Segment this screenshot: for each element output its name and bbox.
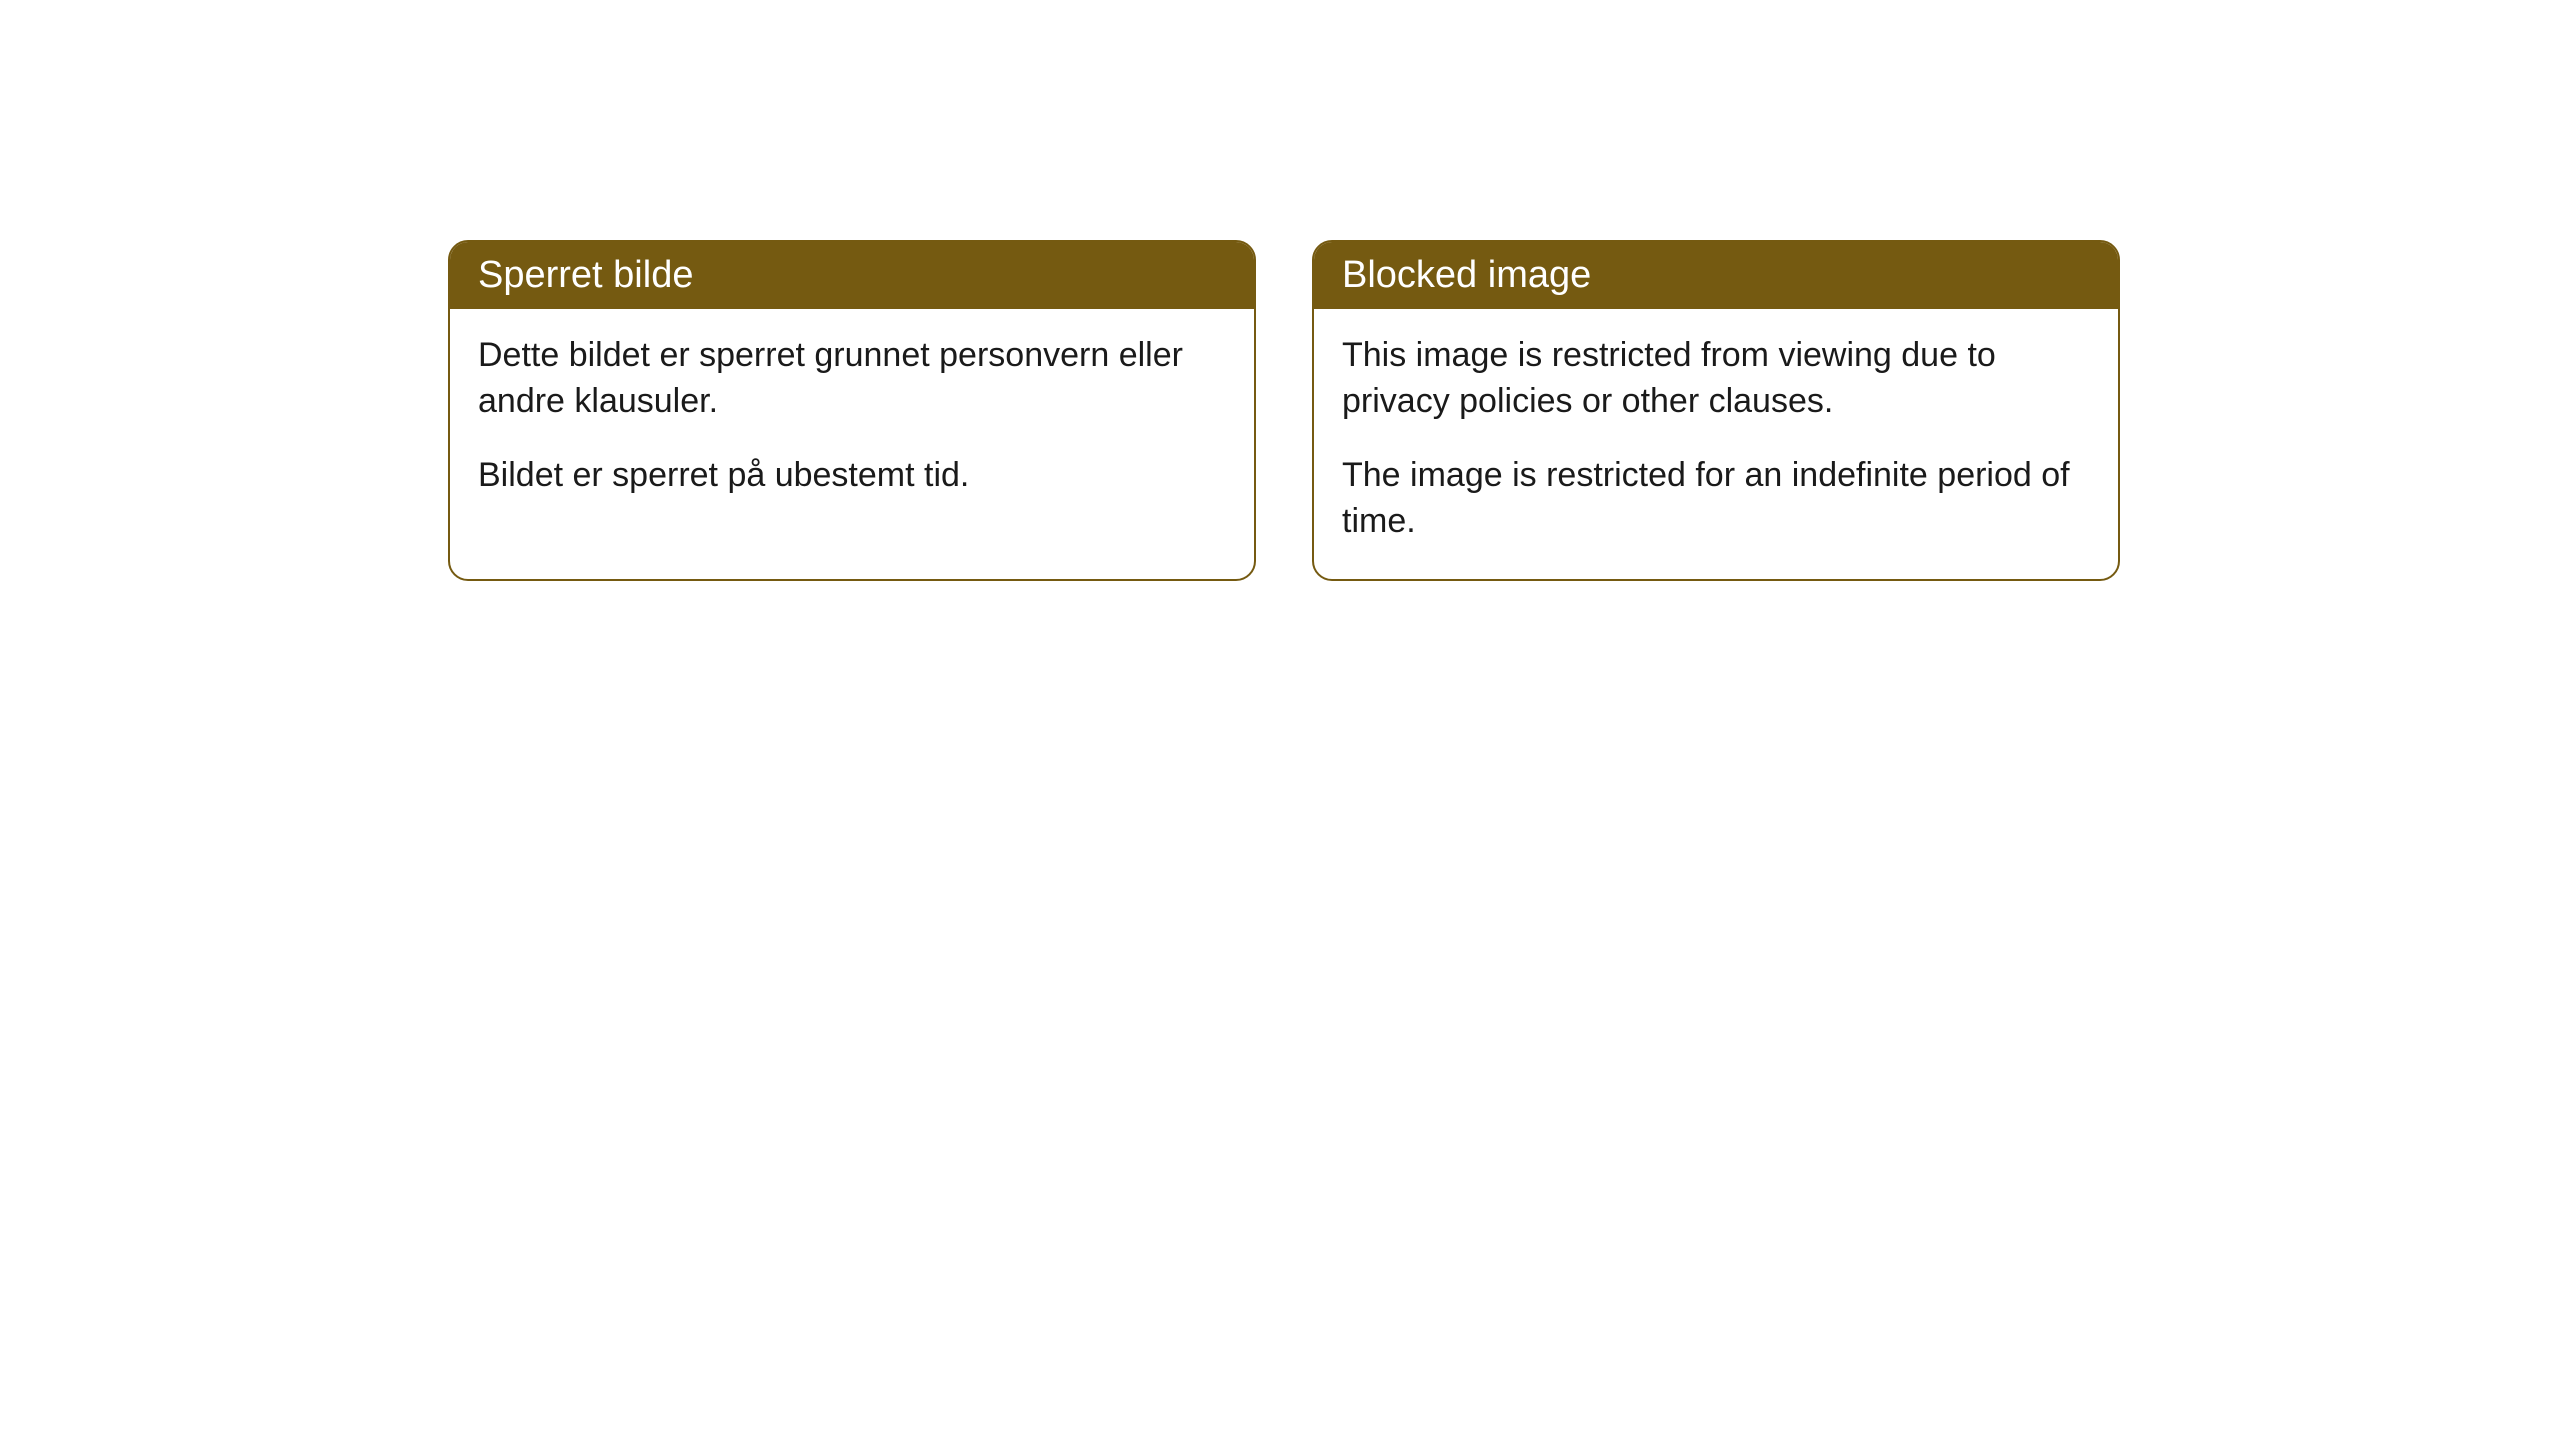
card-text-english-1: This image is restricted from viewing du…: [1342, 333, 2090, 425]
card-header-norwegian: Sperret bilde: [450, 242, 1254, 309]
card-text-norwegian-1: Dette bildet er sperret grunnet personve…: [478, 333, 1226, 425]
card-text-norwegian-2: Bildet er sperret på ubestemt tid.: [478, 453, 1226, 499]
blocked-image-card-english: Blocked image This image is restricted f…: [1312, 240, 2120, 581]
cards-container: Sperret bilde Dette bildet er sperret gr…: [448, 240, 2560, 581]
blocked-image-card-norwegian: Sperret bilde Dette bildet er sperret gr…: [448, 240, 1256, 581]
card-body-english: This image is restricted from viewing du…: [1314, 309, 2118, 579]
card-text-english-2: The image is restricted for an indefinit…: [1342, 453, 2090, 545]
card-body-norwegian: Dette bildet er sperret grunnet personve…: [450, 309, 1254, 533]
card-header-english: Blocked image: [1314, 242, 2118, 309]
